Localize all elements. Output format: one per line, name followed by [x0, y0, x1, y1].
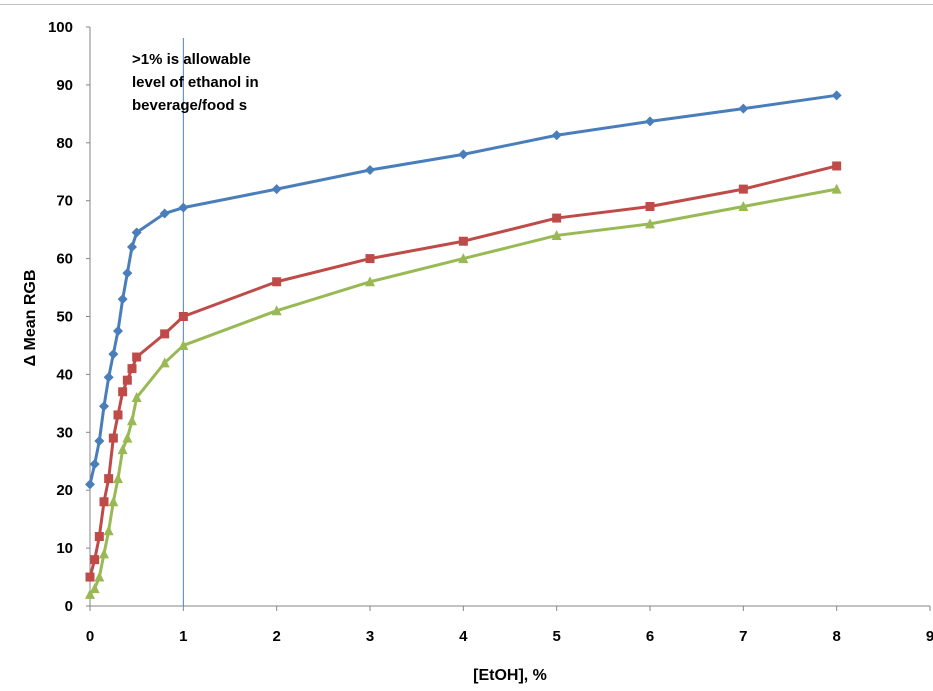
y-tick-label: 90	[56, 77, 73, 94]
axes	[89, 27, 930, 609]
x-tick-label: 4	[459, 628, 468, 645]
x-tick-label: 0	[86, 628, 94, 645]
data-point	[271, 184, 282, 195]
data-point	[178, 312, 188, 321]
data-point	[103, 372, 114, 383]
data-point	[831, 90, 842, 101]
data-point	[365, 254, 375, 264]
data-point	[122, 432, 133, 443]
data-point	[108, 349, 119, 360]
data-point	[832, 161, 842, 171]
y-tick-label: 30	[56, 424, 73, 441]
x-tick-label: 6	[646, 628, 654, 645]
data-point	[127, 415, 137, 426]
data-point	[458, 149, 469, 160]
data-point	[132, 352, 142, 362]
data-point	[94, 571, 105, 582]
y-tick-label: 0	[65, 598, 73, 615]
y-tick-label: 40	[56, 366, 73, 383]
data-point	[85, 572, 95, 582]
data-point	[85, 479, 95, 490]
series	[85, 90, 842, 599]
series-3	[85, 183, 842, 599]
data-point	[99, 548, 109, 559]
data-point	[131, 227, 142, 238]
data-point	[272, 277, 282, 287]
data-point	[113, 410, 123, 420]
data-point	[108, 433, 118, 443]
y-tick-label: 50	[56, 309, 73, 326]
data-point	[738, 184, 748, 194]
data-point	[113, 473, 123, 484]
data-point	[271, 305, 282, 316]
data-point	[131, 392, 142, 403]
data-point	[108, 496, 119, 507]
data-point	[89, 583, 100, 594]
data-point	[458, 253, 469, 264]
data-point	[127, 242, 137, 253]
data-point	[99, 401, 109, 412]
y-tick-label: 60	[56, 251, 73, 268]
data-point	[122, 268, 133, 279]
data-point	[178, 339, 189, 350]
data-point	[118, 387, 128, 397]
x-tick-labels: 0 1 2 3 4 5 6 7 8 9	[86, 628, 933, 645]
data-point	[831, 183, 842, 194]
x-tick-label: 2	[272, 628, 280, 645]
data-point	[738, 200, 749, 211]
y-tick-label: 70	[56, 193, 73, 210]
x-tick-label: 1	[179, 628, 187, 645]
data-point	[117, 294, 128, 305]
data-point	[365, 276, 375, 287]
data-point	[104, 474, 114, 484]
x-tick-label: 7	[739, 628, 747, 645]
y-tick-label: 100	[48, 19, 73, 36]
y-tick-label: 10	[56, 540, 73, 557]
series-line	[88, 93, 837, 485]
data-point	[99, 497, 109, 507]
annotation-line-3: beverage/food s	[132, 97, 247, 114]
data-point	[159, 208, 170, 219]
y-tick-label: 20	[56, 482, 73, 499]
x-tick-label: 5	[552, 628, 560, 645]
x-tick-label: 3	[366, 628, 374, 645]
y-tick-label: 80	[56, 135, 73, 152]
data-point	[738, 103, 749, 114]
data-point	[458, 236, 468, 246]
data-point	[122, 375, 132, 385]
x-tick-label: 8	[832, 628, 840, 645]
data-point	[645, 218, 655, 229]
series-2	[85, 161, 842, 582]
data-point	[160, 329, 170, 339]
data-point	[90, 555, 100, 565]
data-point	[113, 325, 123, 336]
data-point	[645, 116, 655, 127]
tick-marks	[86, 26, 931, 611]
data-point	[178, 202, 189, 213]
data-point	[94, 435, 105, 446]
data-point	[117, 444, 128, 455]
data-point	[645, 201, 655, 211]
data-point	[551, 130, 562, 141]
annotation-line-2: level of ethanol in	[132, 74, 259, 91]
x-tick-label: 9	[926, 628, 933, 645]
data-point	[85, 588, 95, 599]
data-point	[552, 213, 562, 223]
y-tick-labels: 0 10 20 30 40 50 60 70 80 90 100	[48, 19, 73, 615]
data-point	[94, 532, 104, 542]
data-point	[365, 165, 375, 176]
annotation-line-1: >1% is allowable	[132, 51, 251, 68]
data-point	[103, 525, 114, 536]
series-1	[85, 90, 842, 490]
y-axis-title: Δ Mean RGB	[22, 270, 39, 367]
data-point	[159, 357, 170, 368]
data-point	[551, 229, 562, 240]
data-point	[127, 364, 137, 374]
annotation-text: >1% is allowable level of ethanol in bev…	[132, 51, 263, 114]
data-point	[89, 459, 100, 470]
x-axis-title: [EtOH], %	[473, 667, 547, 684]
